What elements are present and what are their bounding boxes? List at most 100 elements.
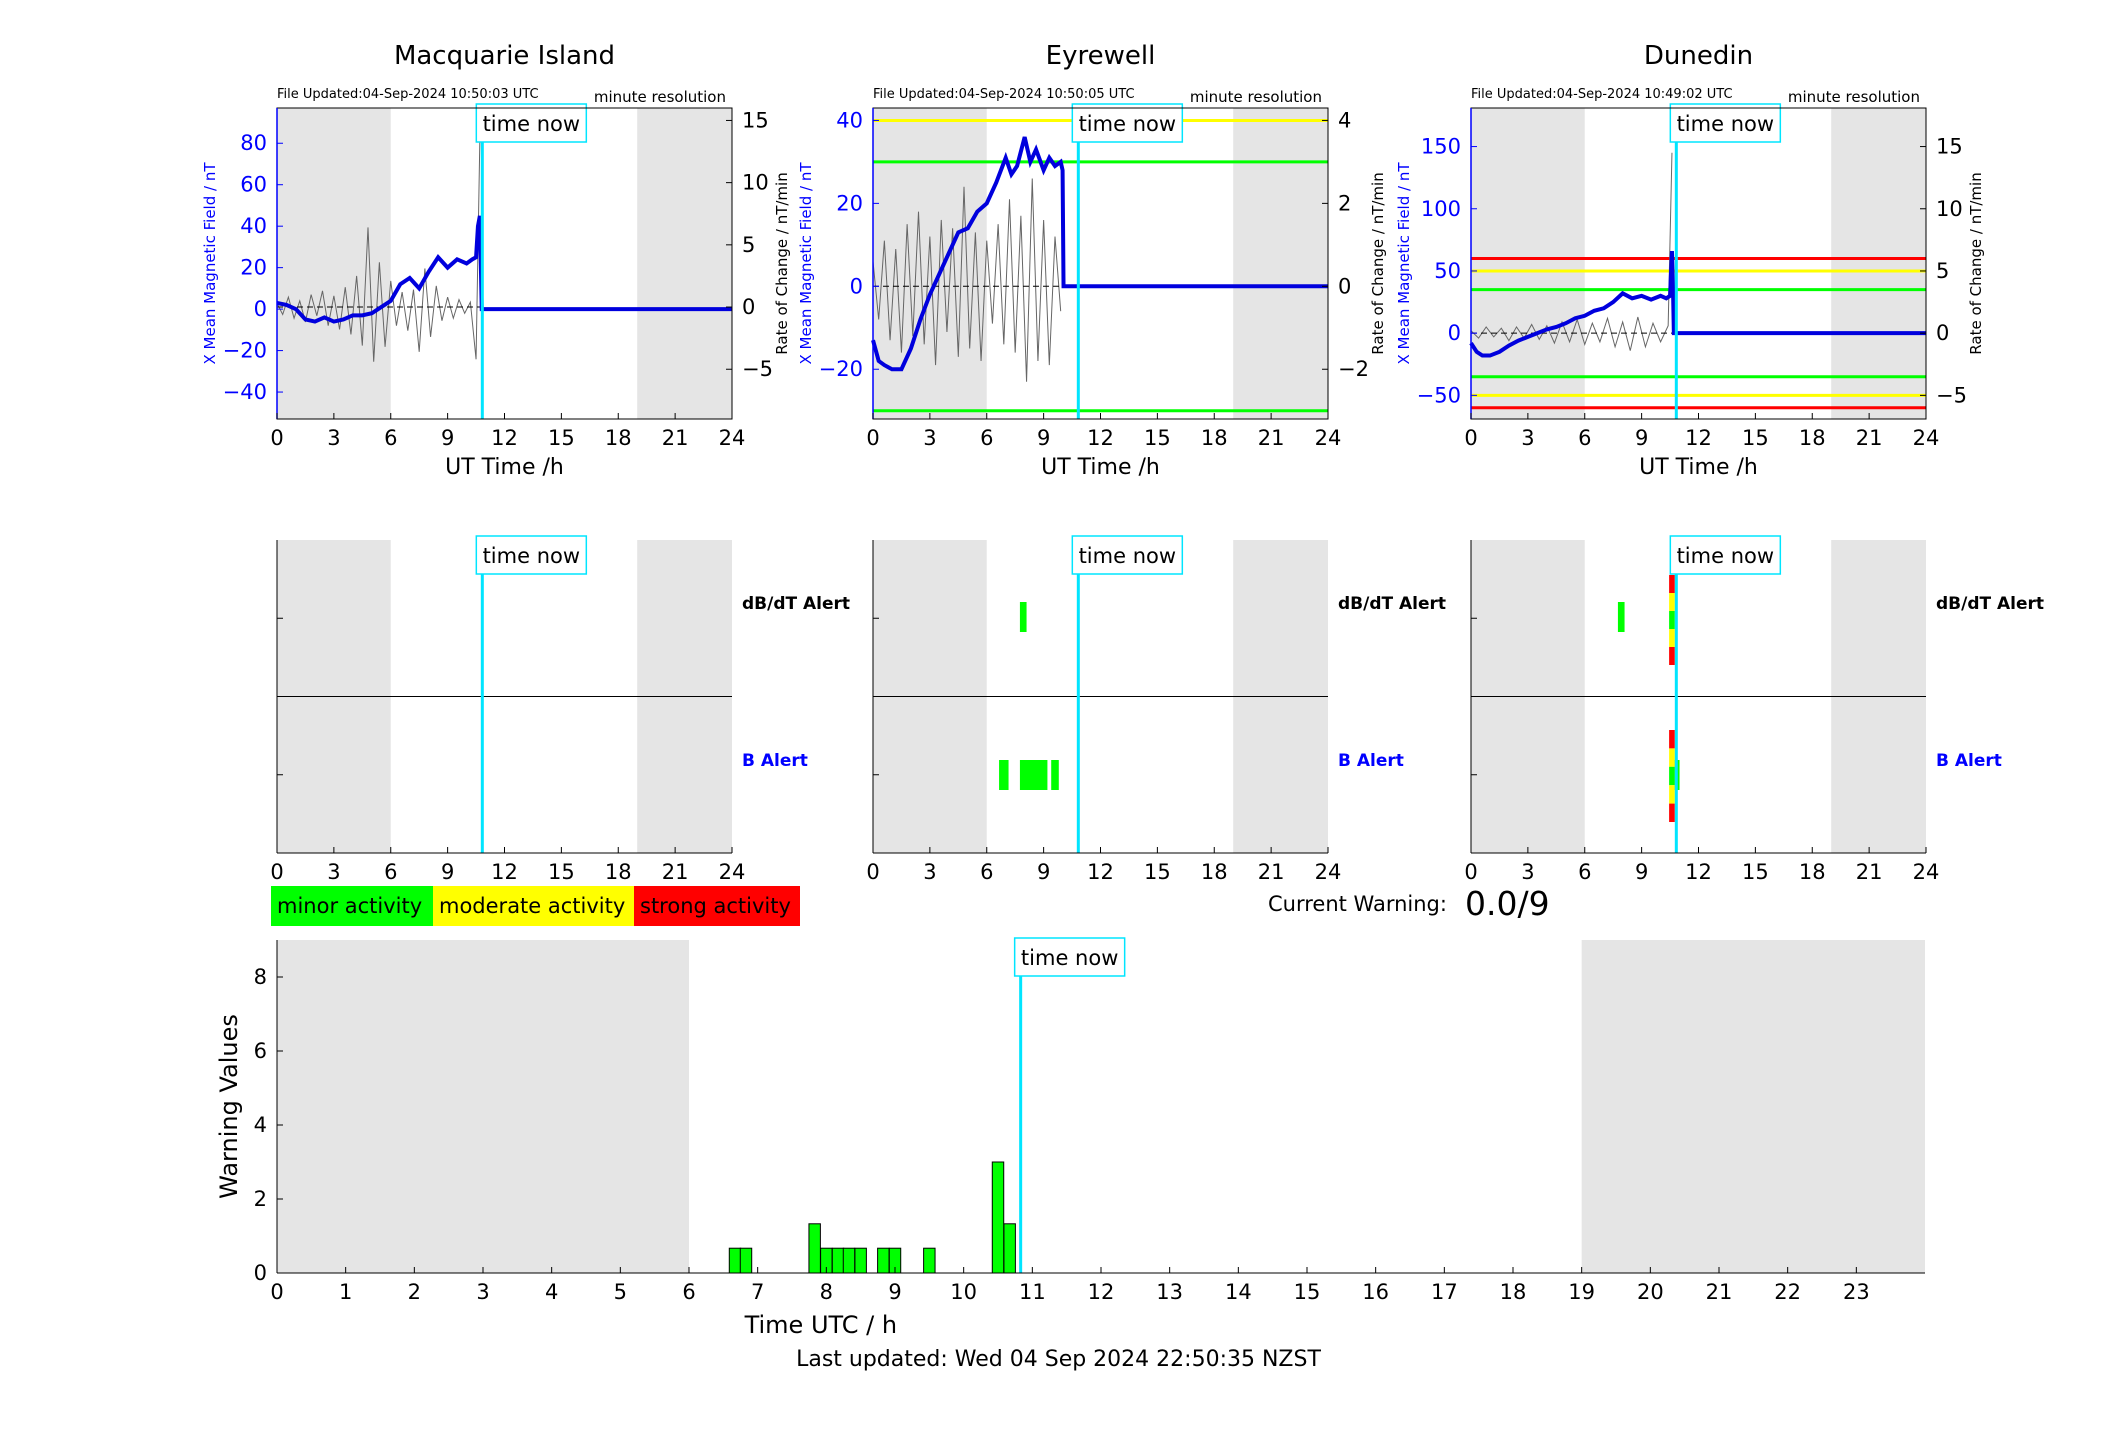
x-tick-label: 0 <box>866 860 879 884</box>
b-alert-bar <box>1019 760 1048 790</box>
warning-bar <box>854 1247 867 1274</box>
x-tick-label: 6 <box>1578 860 1591 884</box>
y-right-tick-label: 5 <box>742 233 755 257</box>
x-tick-label: 20 <box>1637 1280 1664 1304</box>
x-tick-label: 0 <box>1464 426 1477 450</box>
file-updated-text: File Updated:04-Sep-2024 10:50:05 UTC <box>873 87 1135 102</box>
night-shading <box>1233 108 1328 419</box>
x-tick-label: 9 <box>1635 426 1648 450</box>
y-left-tick-label: 20 <box>240 256 267 280</box>
x-tick-label: 21 <box>1856 426 1883 450</box>
x-tick-label: 10 <box>950 1280 977 1304</box>
night-shading <box>1831 108 1926 419</box>
x-tick-label: 18 <box>1201 426 1228 450</box>
magnetic-field-series <box>1469 250 1926 358</box>
time-now-label-box <box>1669 103 1782 143</box>
rate-of-change-series <box>872 178 1062 382</box>
y-left-tick-label: 0 <box>850 274 863 298</box>
station-panel-0: Macquarie Island File Updated:04-Sep-2024… <box>201 41 791 480</box>
x-tick-label: 24 <box>1315 426 1342 450</box>
legend-swatches <box>271 886 800 926</box>
y-right-axis-label: Rate of Change / nT/min <box>1369 172 1387 354</box>
x-tick-label: 12 <box>1088 1280 1115 1304</box>
y-right-tick-label: −2 <box>1338 357 1369 381</box>
warning-bar <box>923 1247 936 1274</box>
x-tick-label: 21 <box>662 426 689 450</box>
b-alert-bar <box>1051 760 1059 790</box>
x-tick-label: 7 <box>751 1280 764 1304</box>
x-tick-label: 9 <box>1037 426 1050 450</box>
x-tick-label: 3 <box>923 426 936 450</box>
alert-panel-2: time now 0 3 6 9 12 15 18 21 24 dB/dT Alert B Alert <box>1464 535 2044 884</box>
x-tick-label: 9 <box>888 1280 901 1304</box>
time-now-label: time now <box>483 112 580 136</box>
legend-moderate-activity: moderate activity <box>439 894 626 918</box>
dbdt-alert-label: dB/dT Alert <box>1936 594 2044 614</box>
y-axis-label: Warning Values <box>215 1014 243 1199</box>
y-left-tick-label: 100 <box>1421 197 1461 221</box>
b-alert-bar <box>1669 803 1675 822</box>
y-right-axis-label: Rate of Change / nT/min <box>773 172 791 354</box>
x-tick-label: 18 <box>1201 860 1228 884</box>
x-tick-label: 24 <box>719 860 746 884</box>
night-shading <box>873 108 987 419</box>
x-tick-label: 11 <box>1019 1280 1046 1304</box>
time-now-label-box <box>1013 937 1126 977</box>
b-alert-label: B Alert <box>1936 751 2002 771</box>
warning-bar <box>1003 1223 1016 1274</box>
x-tick-label: 12 <box>1685 426 1712 450</box>
y-right-tick-label: −5 <box>1936 383 1967 407</box>
x-tick-label: 4 <box>545 1280 558 1304</box>
time-now-label-box <box>475 535 588 575</box>
x-tick-label: 9 <box>441 860 454 884</box>
legend-swatch-strong <box>634 886 800 926</box>
x-tick-label: 24 <box>1913 426 1940 450</box>
x-tick-label: 15 <box>1144 860 1171 884</box>
y-left-tick-label: 80 <box>240 131 267 155</box>
x-tick-label: 15 <box>1742 860 1769 884</box>
x-tick-label: 6 <box>384 860 397 884</box>
resolution-text: minute resolution <box>1788 88 1920 106</box>
x-tick-label: 19 <box>1568 1280 1595 1304</box>
warning-bar <box>991 1161 1005 1274</box>
x-tick-label: 15 <box>548 426 575 450</box>
x-tick-label: 3 <box>923 860 936 884</box>
x-tick-label: 9 <box>1635 860 1648 884</box>
x-tick-label: 13 <box>1156 1280 1183 1304</box>
current-warning-value: 0.0/9 <box>1465 884 1550 923</box>
x-tick-label: 18 <box>1799 860 1826 884</box>
y-right-tick-label: 5 <box>1936 259 1949 283</box>
y-left-tick-label: 50 <box>1434 259 1461 283</box>
x-tick-label: 18 <box>1799 426 1826 450</box>
time-now-label: time now <box>1079 112 1176 136</box>
resolution-text: minute resolution <box>594 88 726 106</box>
time-now-label-box <box>1071 535 1184 575</box>
y-left-tick-label: −20 <box>819 357 863 381</box>
dbdt-alert-bar <box>1669 611 1675 629</box>
alert-panel-1: time now 0 3 6 9 12 15 18 21 24 dB/dT Alert B Alert <box>866 535 1446 884</box>
x-tick-label: 0 <box>270 1280 283 1304</box>
b-alert-bar <box>1669 748 1675 767</box>
b-alert-bar <box>1669 730 1675 749</box>
x-tick-label: 17 <box>1431 1280 1458 1304</box>
y-left-tick-label: 40 <box>836 108 863 132</box>
x-tick-label: 18 <box>605 860 632 884</box>
y-left-tick-label: 150 <box>1421 135 1461 159</box>
x-tick-label: 8 <box>820 1280 833 1304</box>
dbdt-alert-bar <box>1019 602 1027 632</box>
dbdt-alert-bar <box>1617 602 1625 632</box>
y-left-tick-label: 0 <box>254 297 267 321</box>
panel-title: Eyrewell <box>1046 41 1156 71</box>
b-alert-bar <box>1669 785 1675 804</box>
b-alert-bar <box>999 760 1009 790</box>
legend-strong-activity: strong activity <box>640 894 791 918</box>
warning-bar <box>739 1247 753 1274</box>
x-tick-label: 15 <box>1742 426 1769 450</box>
warning-bar <box>877 1247 890 1274</box>
y-left-tick-label: 20 <box>836 191 863 215</box>
x-tick-label: 0 <box>270 860 283 884</box>
time-now-label-box <box>1071 103 1184 143</box>
x-tick-label: 18 <box>1500 1280 1527 1304</box>
x-tick-label: 14 <box>1225 1280 1252 1304</box>
